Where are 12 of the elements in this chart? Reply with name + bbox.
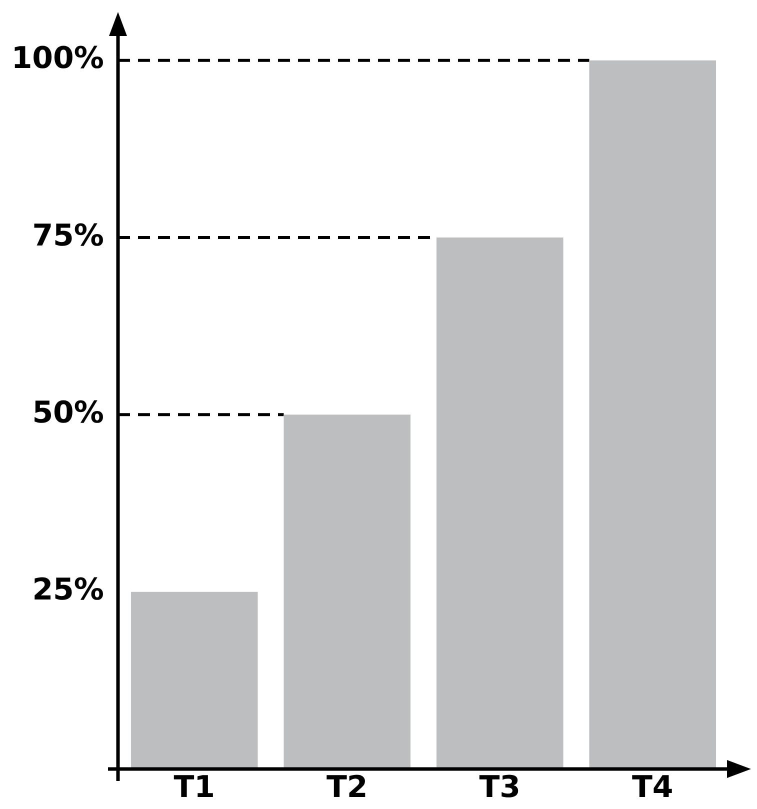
bar	[130, 592, 258, 769]
x-tick-label: T3	[479, 770, 521, 805]
x-tick-label: T2	[326, 770, 368, 805]
bar	[589, 60, 716, 769]
y-tick-label: 75%	[32, 218, 104, 254]
y-tick-label: 100%	[11, 41, 104, 76]
x-tick-label: T1	[174, 770, 216, 805]
x-tick-label: T4	[632, 770, 674, 805]
y-tick-label: 25%	[32, 572, 104, 608]
bar	[284, 414, 411, 769]
bar	[436, 238, 564, 769]
y-tick-label: 50%	[32, 395, 104, 430]
